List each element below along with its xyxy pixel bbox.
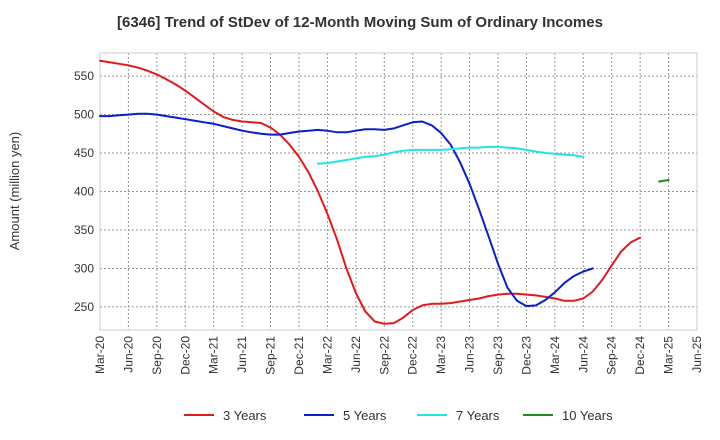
x-tick-label: Dec-20 [178,336,192,375]
x-tick-label: Mar-21 [207,336,221,374]
series-layer [99,59,670,325]
y-tick-label: 300 [74,261,94,275]
chart-title: [6346] Trend of StDev of 12-Month Moving… [117,14,603,31]
grid-lines [100,53,697,330]
x-tick-label: Sep-24 [605,336,619,375]
y-tick-label: 350 [74,223,94,237]
x-tick-label: Mar-22 [320,336,334,374]
x-tick-label: Mar-24 [548,336,562,374]
series-line-5-years [99,112,594,308]
legend: 3 Years 5 Years 7 Years 10 Years [184,408,613,423]
x-tick-label: Dec-21 [292,336,306,375]
series-line-10-years [658,179,670,183]
x-tick-label: Sep-22 [377,336,391,375]
x-tick-label: Mar-25 [662,336,676,374]
legend-label-10-years: 10 Years [562,408,613,423]
plot-area-frame [99,52,698,331]
x-tick-label: Dec-22 [406,336,420,375]
x-tick-label: Jun-20 [121,336,135,373]
legend-label-3-years: 3 Years [223,408,267,423]
y-tick-label: 550 [74,69,94,83]
x-tick-label: Sep-20 [150,336,164,375]
x-axis-ticks: Mar-20 Jun-20 Sep-20 Dec-20 Mar-21 Jun-21 Sep-… [93,336,704,375]
x-tick-label: Jun-21 [235,336,249,373]
y-tick-label: 250 [74,300,94,314]
y-axis-ticks: 250 300 350 400 450 500 550 [74,69,94,314]
series-line-3-years [99,59,642,325]
legend-label-5-years: 5 Years [343,408,387,423]
x-tick-label: Mar-23 [434,336,448,374]
series-line-7-years [317,145,585,165]
y-tick-label: 400 [74,185,94,199]
x-tick-label: Mar-20 [93,336,107,374]
x-tick-label: Jun-25 [690,336,704,373]
y-tick-label: 450 [74,146,94,160]
y-axis-title: Amount (million yen) [7,132,22,251]
x-tick-label: Sep-23 [491,336,505,375]
y-tick-label: 500 [74,108,94,122]
legend-label-7-years: 7 Years [456,408,500,423]
x-tick-label: Sep-21 [264,336,278,375]
x-tick-label: Jun-22 [349,336,363,373]
x-tick-label: Jun-24 [576,336,590,373]
x-tick-label: Dec-24 [633,336,647,375]
x-tick-label: Jun-23 [463,336,477,373]
x-tick-label: Dec-23 [519,336,533,375]
